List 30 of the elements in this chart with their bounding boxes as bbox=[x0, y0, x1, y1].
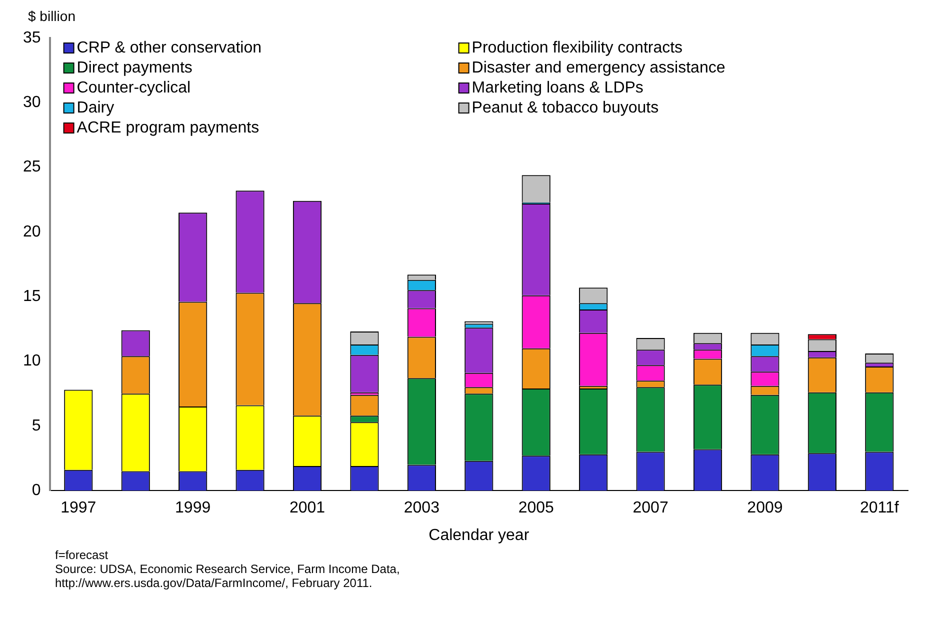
x-tick-label: 1999 bbox=[175, 500, 211, 517]
x-tick-label: 2001 bbox=[289, 500, 326, 517]
x-tick-label: 2005 bbox=[518, 500, 554, 517]
legend-label: Production flexibility contracts bbox=[472, 39, 683, 56]
y-tick-label: 25 bbox=[23, 158, 41, 176]
legend-label: Dairy bbox=[76, 99, 114, 116]
x-axis-title: Calendar year bbox=[428, 526, 530, 544]
legend-label: CRP & other conservation bbox=[76, 39, 262, 56]
y-tick-label: 20 bbox=[23, 223, 41, 240]
y-tick-label: 30 bbox=[23, 94, 41, 112]
legend-label: Disaster and emergency assistance bbox=[472, 59, 726, 76]
x-tick-label: 2003 bbox=[404, 500, 440, 517]
y-tick-label: 0 bbox=[32, 482, 41, 500]
x-tick-label: 2007 bbox=[632, 500, 668, 517]
legend-label: Counter-cyclical bbox=[76, 79, 191, 96]
legend-label: Peanut & tobacco buyouts bbox=[472, 99, 659, 116]
legend-label: ACRE program payments bbox=[76, 119, 260, 136]
y-tick-label: 10 bbox=[23, 352, 41, 370]
y-axis-title: $ billion bbox=[28, 8, 76, 24]
source-note: Source: UDSA, Economic Research Service, Farm Income Data, bbox=[55, 562, 400, 576]
text: f=forecast bbox=[55, 548, 110, 562]
legend-label: Direct payments bbox=[76, 59, 192, 76]
x-tick-label: 2009 bbox=[747, 500, 783, 517]
x-tick-label: 1997 bbox=[60, 500, 96, 517]
text: http://www.ers.usda.gov/Data/FarmIncome/, February 2011. bbox=[55, 576, 374, 590]
y-tick-label: 35 bbox=[23, 29, 41, 46]
y-tick-label: 15 bbox=[23, 288, 41, 306]
x-tick-label: 2011f bbox=[860, 500, 900, 517]
y-tick-label: 5 bbox=[32, 417, 41, 434]
legend-label: Marketing loans & LDPs bbox=[472, 79, 644, 96]
